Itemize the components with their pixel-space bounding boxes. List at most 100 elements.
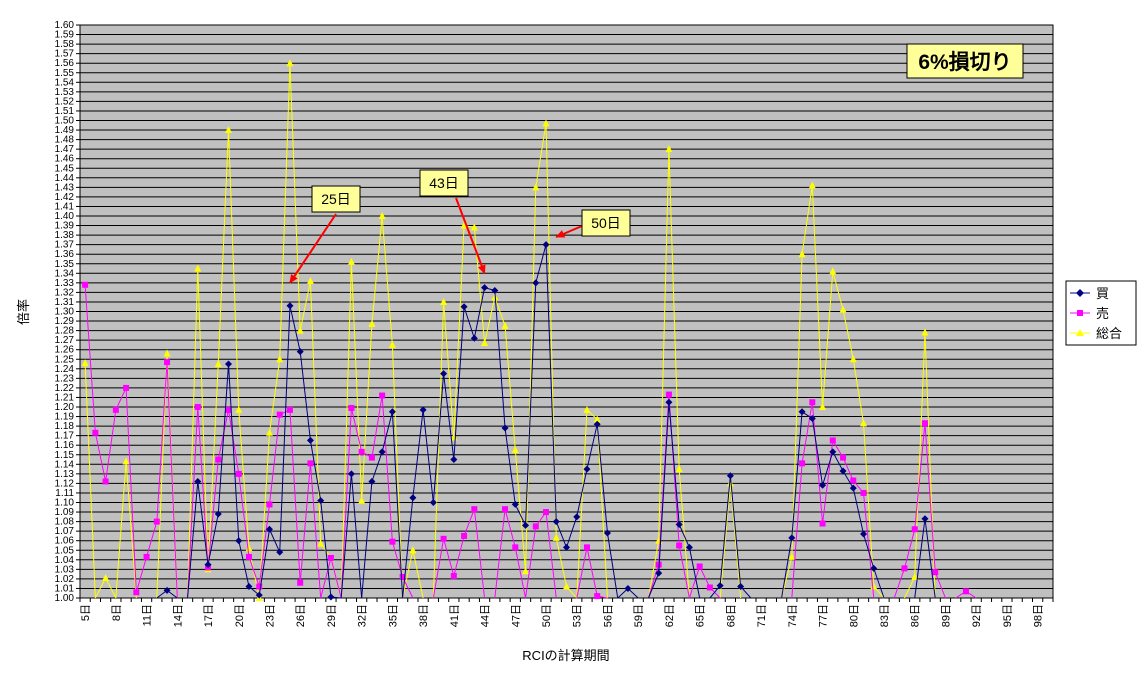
annotation: 43日 (419, 169, 486, 275)
series-line-segment (606, 532, 619, 599)
data-point (593, 420, 601, 428)
series-line-segment (873, 568, 885, 599)
data-point (532, 279, 540, 287)
data-point (460, 303, 468, 311)
data-point (573, 513, 581, 521)
series-line-segment (596, 424, 608, 534)
series-line-segment (555, 521, 567, 548)
x-tick-label: 74日 (787, 604, 799, 627)
x-tick-label: 32日 (357, 604, 369, 627)
data-point (932, 569, 939, 576)
y-tick-label: 1.52 (55, 96, 75, 107)
series-line-segment (781, 537, 793, 599)
data-point (286, 406, 293, 413)
series-line-segment (166, 362, 178, 599)
series-line-segment (586, 547, 598, 597)
y-tick-label: 1.43 (55, 182, 75, 193)
series-0 (156, 241, 936, 601)
series-line-segment (525, 187, 537, 572)
series-line-segment (156, 362, 168, 522)
data-point (276, 411, 283, 418)
series-line-segment (84, 363, 96, 599)
y-tick-label: 1.29 (55, 316, 75, 327)
y-tick-label: 1.39 (55, 221, 75, 232)
series-line-segment (125, 387, 137, 593)
data-point (214, 510, 222, 518)
x-tick-label: 77日 (818, 604, 830, 627)
data-point (317, 539, 325, 547)
series-line-segment (566, 516, 578, 548)
series-line-segment (115, 387, 127, 411)
y-tick-label: 1.42 (55, 192, 75, 203)
series-line-segment (125, 461, 137, 599)
y-tick-label: 1.36 (55, 249, 75, 260)
series-line-segment (412, 550, 424, 599)
y-tick-label: 1.51 (55, 106, 75, 117)
annotation-arrow (555, 225, 583, 238)
y-tick-label: 1.01 (55, 583, 75, 594)
series-line-segment (105, 577, 117, 599)
x-tick-label: 95日 (1002, 604, 1014, 627)
x-tick-label: 20日 (234, 604, 246, 627)
series-line-segment (514, 547, 527, 599)
series-line-segment (545, 511, 557, 599)
x-tick-label: 80日 (848, 604, 860, 627)
data-point (809, 399, 816, 406)
series-line-segment (504, 325, 516, 451)
y-tick-label: 1.34 (55, 268, 75, 279)
series-line-segment (94, 577, 107, 599)
series-line-segment (463, 509, 475, 537)
data-point (440, 297, 448, 305)
x-tick-label: 89日 (940, 604, 952, 627)
data-point (368, 319, 376, 327)
legend-marker-buy (1076, 289, 1084, 297)
series-line-segment (453, 225, 465, 438)
y-tick-label: 1.48 (55, 135, 75, 146)
y-tick-label: 1.10 (55, 498, 75, 509)
series-line-segment (914, 332, 926, 578)
y-tick-label: 1.11 (55, 488, 74, 499)
y-tick-label: 1.06 (55, 536, 75, 547)
y-axis-ticks: 1.001.011.021.031.041.051.061.071.081.09… (55, 20, 80, 604)
series-line-segment (791, 463, 803, 599)
data-point (265, 428, 273, 436)
series-line-segment (924, 518, 936, 599)
annotation-box (419, 169, 469, 197)
data-point (665, 398, 673, 406)
series-line-segment (514, 504, 526, 526)
data-point (286, 302, 294, 310)
data-point (368, 454, 375, 461)
data-point (583, 544, 590, 551)
data-point (378, 448, 386, 456)
series-line-segment (432, 538, 445, 599)
data-point (808, 181, 816, 189)
data-point (204, 561, 212, 569)
series-line-segment (801, 185, 813, 255)
data-point (440, 535, 447, 542)
y-tick-label: 1.37 (55, 240, 75, 251)
data-point (276, 548, 284, 556)
x-tick-label: 41日 (449, 604, 461, 627)
series-line-segment (115, 461, 127, 599)
series-line-segment (494, 297, 506, 326)
series-line-segment (842, 470, 854, 489)
data-point (819, 481, 827, 489)
y-tick-label: 1.07 (55, 526, 75, 537)
series-line-segment (443, 373, 455, 460)
x-axis-label: RCIの計算期間 (522, 648, 609, 663)
y-tick-label: 1.38 (55, 230, 75, 241)
y-tick-label: 1.15 (55, 450, 75, 461)
data-point (829, 437, 836, 444)
series-line-segment (453, 535, 465, 577)
series-line-segment (299, 351, 311, 441)
series-line-segment (299, 280, 311, 331)
series-line-segment (350, 473, 363, 599)
y-tick-label: 1.02 (55, 574, 75, 585)
data-point (726, 472, 734, 480)
data-point (522, 521, 530, 529)
data-point (471, 506, 478, 513)
series-line-segment (412, 409, 424, 498)
y-tick-label: 1.56 (55, 58, 75, 69)
data-point (624, 584, 632, 592)
